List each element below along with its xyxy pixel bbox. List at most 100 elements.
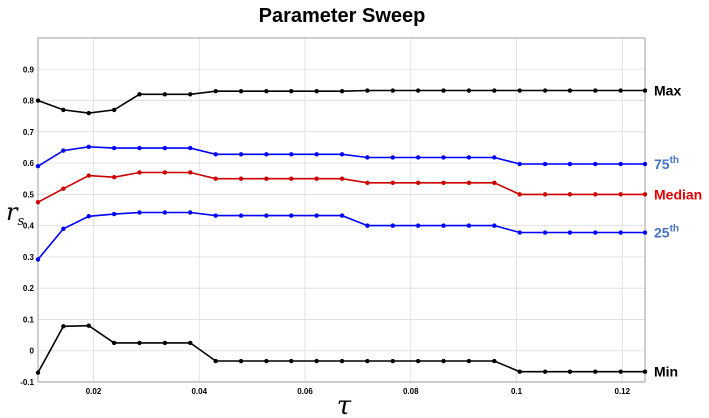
y-tick-label: -0.1	[20, 378, 34, 387]
series-label-max: Max	[654, 83, 681, 99]
data-point-25	[61, 226, 66, 231]
data-point-75	[517, 161, 522, 167]
series-line-max	[37, 89, 645, 114]
data-point-75	[111, 145, 117, 151]
data-point-median	[111, 174, 117, 180]
data-point-25	[238, 213, 244, 218]
data-point-min	[289, 358, 294, 364]
y-tick-label: 0.6	[23, 159, 35, 168]
data-point-min	[441, 358, 446, 364]
data-point-max	[61, 107, 66, 113]
plot-frame	[37, 37, 646, 383]
data-point-min	[390, 358, 395, 364]
y-tick-label: 0.2	[23, 284, 35, 293]
data-point-min	[35, 370, 41, 375]
data-point-max	[314, 88, 319, 94]
series-line-25	[37, 211, 645, 260]
data-point-median	[415, 180, 421, 185]
data-point-75	[339, 152, 345, 157]
data-point-75	[264, 152, 269, 157]
x-tick-label: 0.06	[297, 387, 313, 396]
data-point-25	[441, 223, 446, 228]
data-point-min	[137, 340, 142, 346]
data-point-median	[542, 192, 548, 197]
data-point-max	[542, 88, 548, 93]
x-axis-label: τ	[337, 391, 352, 418]
data-point-25	[35, 257, 41, 262]
data-point-median	[618, 192, 623, 197]
data-point-25	[339, 213, 345, 218]
data-point-75	[415, 155, 421, 160]
data-point-75	[466, 155, 472, 160]
data-point-median	[264, 176, 269, 181]
data-point-max	[618, 88, 623, 93]
data-point-75	[593, 161, 598, 167]
data-point-25	[517, 230, 522, 235]
data-point-min	[618, 369, 623, 374]
data-point-75	[238, 152, 244, 157]
series-label-min: Min	[654, 364, 678, 380]
data-point-25	[390, 223, 395, 228]
data-point-max	[188, 92, 193, 97]
data-point-min	[213, 358, 218, 364]
data-point-75	[618, 161, 623, 167]
data-point-25	[289, 213, 294, 218]
data-point-max	[238, 88, 244, 94]
data-point-max	[213, 88, 218, 94]
y-tick-label: 0.7	[23, 128, 35, 137]
data-point-25	[415, 223, 421, 228]
data-point-75	[365, 155, 370, 160]
data-point-median	[441, 180, 446, 185]
x-tick-label: 0.1	[511, 387, 523, 396]
series-label-name: Max	[654, 83, 681, 99]
data-point-max	[567, 88, 573, 93]
data-point-25	[213, 213, 218, 218]
data-point-max	[111, 107, 117, 113]
y-tick-label: 0.1	[23, 315, 35, 324]
series-label-median: Median	[654, 186, 702, 202]
data-point-max	[289, 88, 294, 94]
data-point-25	[567, 230, 573, 235]
x-tick-label: 0.04	[191, 387, 207, 396]
data-point-max	[35, 98, 41, 103]
tick-labels: -0.1 0 0.1 0.2 0.3 0.4 0.5 0.6 0.7 0.8 0.9 0.02 0.04…	[20, 65, 630, 396]
data-point-min	[642, 369, 648, 374]
data-point-median	[567, 192, 573, 197]
data-point-min	[567, 369, 573, 374]
series-label-25: 25th	[654, 224, 679, 241]
data-point-median	[492, 180, 497, 185]
data-point-median	[213, 176, 218, 181]
data-point-median	[642, 192, 648, 197]
data-point-min	[111, 340, 117, 346]
y-axis-label-sub: s	[17, 214, 24, 229]
data-point-75	[441, 155, 446, 160]
data-point-25	[111, 211, 117, 217]
y-tick-label: 0	[30, 347, 35, 356]
series-lines	[35, 88, 648, 375]
data-point-median	[188, 170, 193, 175]
data-point-max	[593, 88, 598, 93]
data-point-75	[137, 145, 142, 151]
data-point-75	[567, 161, 573, 167]
series-label-superscript: th	[670, 224, 679, 235]
data-point-25	[314, 213, 319, 218]
data-point-min	[86, 323, 91, 328]
y-tick-label: 0.9	[23, 65, 35, 74]
data-point-max	[86, 110, 91, 116]
data-point-median	[162, 170, 168, 175]
data-point-max	[642, 88, 648, 93]
x-tick-label: 0.08	[403, 387, 419, 396]
data-point-75	[542, 161, 548, 167]
series-label-name: 25	[654, 225, 670, 241]
data-point-min	[542, 369, 548, 374]
series-label-name: Min	[654, 364, 678, 380]
data-point-75	[289, 152, 294, 157]
data-point-min	[517, 369, 522, 374]
x-tick-label: 0.12	[614, 387, 630, 396]
data-point-25	[642, 230, 648, 235]
data-point-median	[35, 199, 41, 205]
series-line-min	[37, 324, 645, 373]
y-tick-label: 0.5	[23, 190, 35, 199]
data-point-min	[188, 340, 193, 346]
